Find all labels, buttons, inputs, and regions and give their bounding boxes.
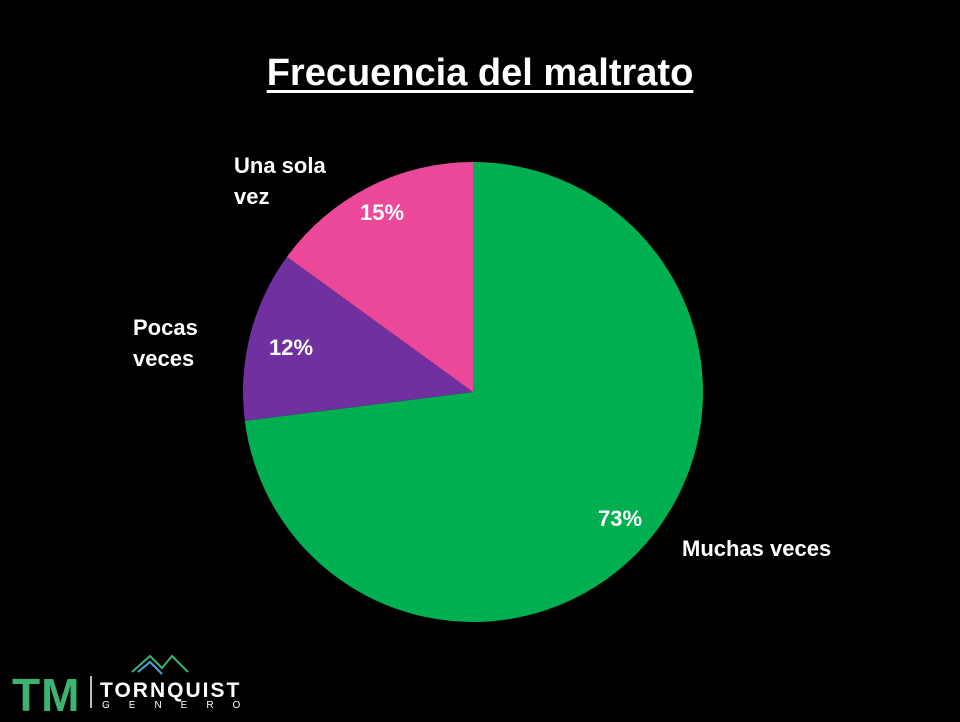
logo-name: TORNQUIST — [100, 679, 242, 702]
logo-mountains — [137, 660, 163, 675]
chart-title: Frecuencia del maltrato — [266, 52, 694, 94]
logo-mark: TM — [12, 669, 81, 721]
value-label: 73% — [598, 506, 642, 531]
value-label: 15% — [360, 200, 404, 225]
pie-slice — [286, 162, 473, 392]
value-label: 12% — [269, 335, 313, 360]
pie-slice — [242, 256, 473, 421]
category-label: Muchas veces — [682, 536, 832, 561]
category-label: Pocas veces — [133, 315, 198, 371]
pie-slice — [244, 162, 704, 622]
logo-mountains — [131, 654, 189, 673]
logo-sub: GENERO — [102, 700, 260, 711]
category-label: Una sola vez — [234, 153, 326, 209]
